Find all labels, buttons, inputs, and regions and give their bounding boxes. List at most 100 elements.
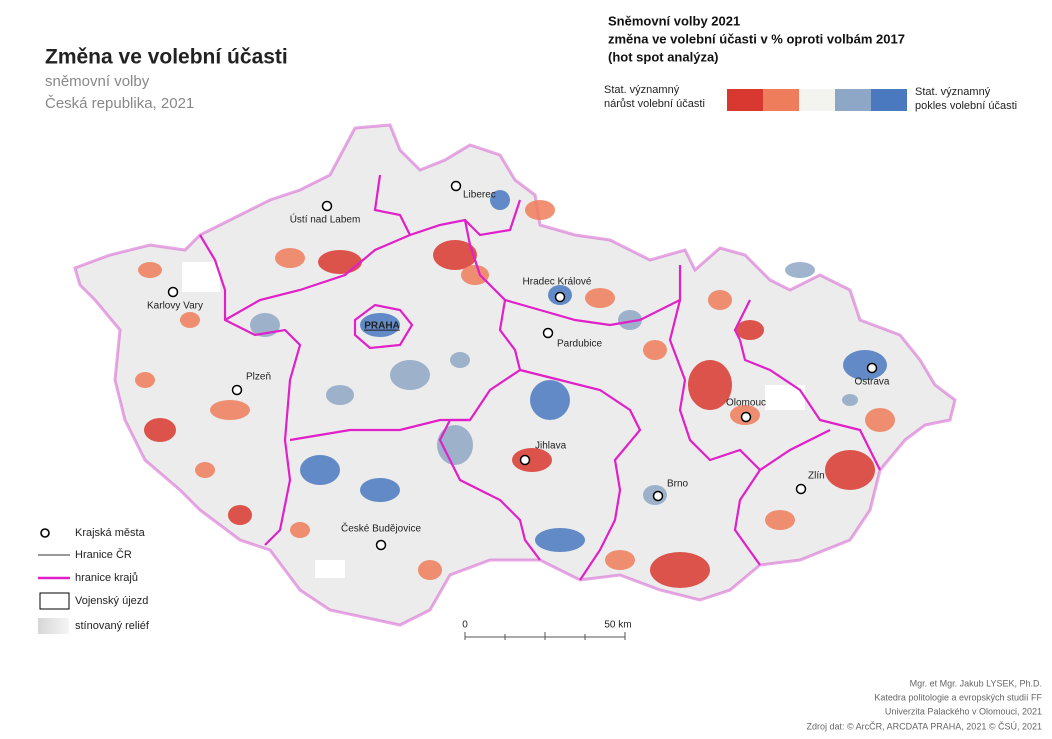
legend-swatch — [727, 89, 763, 111]
city-marker — [795, 483, 807, 495]
hot-spot — [290, 522, 310, 538]
map-legend-label: Hranice ČR — [75, 548, 132, 561]
hot-spot — [618, 310, 642, 330]
hot-spot — [433, 240, 477, 270]
hot-spot — [865, 408, 895, 432]
region-border — [519, 368, 642, 581]
subtitle: sněmovní volby — [45, 73, 150, 90]
city-label: Brno — [667, 479, 689, 490]
city-label: Ostrava — [854, 377, 889, 388]
hot-spot — [512, 448, 552, 472]
city-label: Olomouc — [726, 398, 766, 409]
hot-spot — [825, 450, 875, 490]
hot-spot — [228, 505, 252, 525]
credit: Katedra politologie a evropských studií … — [874, 692, 1042, 702]
map-legend-label: Vojenský újezd — [75, 595, 148, 607]
city-label: PRAHA — [364, 321, 400, 332]
region-border — [759, 429, 831, 471]
hot-spot — [418, 560, 442, 580]
hot-spot — [525, 200, 555, 220]
title: Změna ve volební účasti — [45, 46, 288, 69]
credit: Zdroj dat: © ArcČR, ARCDATA PRAHA, 2021 … — [806, 721, 1042, 731]
region-border — [373, 174, 411, 236]
hot-spot — [300, 455, 340, 485]
hot-spot — [437, 425, 473, 465]
legend-swatch — [871, 89, 907, 111]
legend-swatch — [835, 89, 871, 111]
city-marker — [740, 411, 752, 423]
region-border — [668, 299, 762, 566]
legend-swatches — [727, 89, 907, 111]
credit: Mgr. et Mgr. Jakub LYSEK, Ph.D. — [910, 678, 1042, 688]
map-legend-label: hranice krajů — [75, 572, 138, 584]
hot-spot — [843, 350, 887, 380]
hot-spot — [144, 418, 176, 442]
hot-spot — [530, 380, 570, 420]
cities: Liberec Ústí nad Labem Karlovy Vary Hradec … — [147, 180, 890, 551]
legend-swatch — [763, 89, 799, 111]
hot-spot — [688, 360, 732, 410]
military-area — [315, 560, 345, 578]
city-marker — [554, 291, 566, 303]
legend-title: změna ve volební účasti v % oproti volbá… — [608, 31, 905, 46]
legend-swatch — [799, 89, 835, 111]
city-marker — [519, 454, 531, 466]
hot-spot — [643, 340, 667, 360]
hot-spot — [275, 248, 305, 268]
legend-label: Stat. významný — [915, 86, 991, 98]
hot-spot — [326, 385, 354, 405]
city-marker — [375, 539, 387, 551]
legend-military — [39, 592, 70, 610]
city-label: Plzeň — [246, 372, 271, 383]
hot-spot — [736, 320, 764, 340]
legend-title: (hot spot analýza) — [608, 49, 719, 64]
hot-spot — [210, 400, 250, 420]
hot-spot — [138, 262, 162, 278]
hot-spot — [490, 190, 510, 210]
hot-spot — [180, 312, 200, 328]
legend-label: Stat. významný — [604, 84, 680, 96]
city-marker — [542, 327, 554, 339]
hot-spot — [360, 313, 400, 337]
scale-label: 0 — [462, 620, 468, 631]
city-marker — [167, 286, 179, 298]
hot-spot — [390, 360, 430, 390]
city-label: Hradec Králové — [523, 277, 592, 288]
map-legend-label: stínovaný reliéf — [75, 620, 150, 632]
city-label: Karlovy Vary — [147, 301, 203, 312]
scale-label: 50 km — [604, 620, 631, 631]
hot-spot — [461, 265, 489, 285]
country — [73, 123, 957, 627]
city-marker — [321, 200, 333, 212]
hot-spot — [318, 250, 362, 274]
credit: Univerzita Palackého v Olomouci, 2021 — [885, 706, 1042, 716]
hot-spot — [195, 462, 215, 478]
hot-spot — [450, 352, 470, 368]
region-border — [224, 218, 522, 442]
region-border — [199, 234, 302, 546]
region-border — [738, 339, 881, 471]
city-label: Liberec — [463, 190, 496, 201]
region-border — [733, 299, 751, 341]
hot-spot — [785, 262, 815, 278]
city-marker — [450, 180, 462, 192]
hot-spot — [135, 372, 155, 388]
map: Liberec Ústí nad Labem Karlovy Vary Hradec … — [73, 123, 957, 627]
city-label: České Budějovice — [341, 522, 421, 535]
hot-spot — [360, 478, 400, 502]
military-area — [182, 262, 220, 292]
city-label: Ústí nad Labem — [290, 213, 361, 226]
subtitle: Česká republika, 2021 — [45, 95, 194, 112]
hot-spots — [135, 190, 895, 588]
legend-relief — [38, 618, 69, 634]
region-borders — [199, 174, 881, 581]
hot-spot — [585, 288, 615, 308]
city-marker — [652, 490, 664, 502]
legend-label: nárůst volební účasti — [604, 98, 705, 110]
hot-spot — [650, 552, 710, 588]
prague-border — [353, 303, 414, 350]
hot-spot — [535, 528, 585, 552]
hot-spot — [708, 290, 732, 310]
